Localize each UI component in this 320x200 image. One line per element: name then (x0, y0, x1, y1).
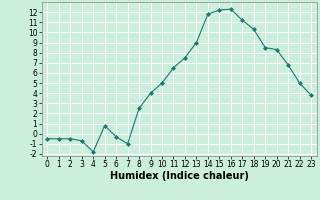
X-axis label: Humidex (Indice chaleur): Humidex (Indice chaleur) (110, 171, 249, 181)
